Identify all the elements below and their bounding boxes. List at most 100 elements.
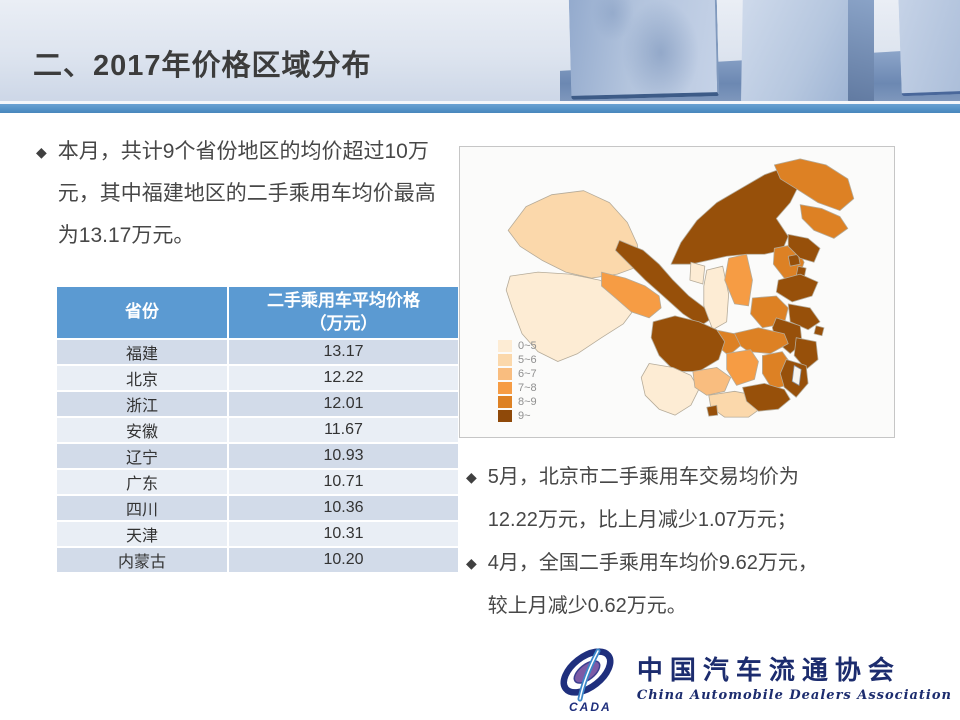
header-gap-line xyxy=(0,101,960,104)
province-cell: 天津 xyxy=(55,520,229,548)
slide-title: 二、2017年价格区域分布 xyxy=(33,50,372,82)
table-header-row: 省份 二手乘用车平均价格 （万元） xyxy=(55,285,460,340)
legend-label: 6~7 xyxy=(518,367,537,380)
table-row: 浙江 12.01 xyxy=(55,390,460,418)
china-map-panel: 0~5 5~6 6~7 7~8 8~9 9~ xyxy=(459,146,895,438)
map-region-zhejiang xyxy=(793,337,819,370)
table-row: 天津 10.31 xyxy=(55,520,460,548)
legend-swatch xyxy=(498,395,512,408)
org-name-cn: 中国汽车流通协会 xyxy=(636,655,901,686)
map-region-jiangsu xyxy=(787,303,821,331)
province-cell: 浙江 xyxy=(55,390,229,418)
header-decoration-cubes xyxy=(560,0,960,101)
header-avg-price: 二手乘用车平均价格 （万元） xyxy=(227,285,460,340)
map-region-gansu xyxy=(615,239,714,327)
header-divider-bar xyxy=(0,104,960,113)
china-choropleth-map xyxy=(505,158,855,418)
summary-text: 本月，共计9个省份地区的均价超过10万 元，其中福建地区的二手乘用车均价最高 为… xyxy=(57,140,436,247)
org-names: 中国汽车流通协会 China Automobile Dealers Associ… xyxy=(637,656,952,703)
province-cell: 四川 xyxy=(55,494,229,522)
map-legend: 0~5 5~6 6~7 7~8 8~9 9~ xyxy=(498,339,537,423)
map-region-taiwan xyxy=(791,365,802,386)
legend-swatch xyxy=(498,339,512,352)
legend-item: 9~ xyxy=(498,409,537,422)
province-cell: 辽宁 xyxy=(55,442,229,470)
map-region-shanxi xyxy=(724,253,753,307)
table-row: 广东 10.71 xyxy=(55,468,460,496)
legend-label: 8~9 xyxy=(518,395,537,408)
map-region-sichuan xyxy=(650,315,726,372)
price-cell: 13.17 xyxy=(227,338,460,366)
table-row: 福建 13.17 xyxy=(55,338,460,366)
legend-item: 7~8 xyxy=(498,381,537,394)
cube-graphic-2 xyxy=(740,0,854,101)
legend-swatch xyxy=(498,353,512,366)
map-region-hunan xyxy=(726,349,759,386)
province-cell: 北京 xyxy=(55,364,229,392)
table-row: 安徽 11.67 xyxy=(55,416,460,444)
price-cell: 12.01 xyxy=(227,390,460,418)
legend-label: 9~ xyxy=(518,409,531,422)
bullet-may-beijing: ◆ 5月，北京市二手乘用车交易均价为 12.22万元，比上月减少1.07万元； xyxy=(466,456,936,542)
province-cell: 广东 xyxy=(55,468,229,496)
province-cell: 内蒙古 xyxy=(55,546,229,574)
diamond-bullet-icon: ◆ xyxy=(466,469,477,485)
price-table: 省份 二手乘用车平均价格 （万元） 福建 13.17 北京 12.22 浙江 12.0… xyxy=(55,285,460,574)
diamond-bullet-icon: ◆ xyxy=(466,555,477,571)
map-region-qinghai xyxy=(601,271,662,319)
map-region-guangdong xyxy=(742,382,791,412)
legend-label: 5~6 xyxy=(518,353,537,366)
legend-item: 5~6 xyxy=(498,353,537,366)
price-cell: 11.67 xyxy=(227,416,460,444)
map-region-tibet xyxy=(505,271,636,362)
map-region-heilongjiang xyxy=(773,158,855,211)
table-row: 北京 12.22 xyxy=(55,364,460,392)
legend-item: 0~5 xyxy=(498,339,537,352)
cada-logo-icon: CADA xyxy=(560,648,614,714)
map-region-shaanxi xyxy=(703,265,730,331)
org-name-en: China Automobile Dealers Association xyxy=(636,687,952,703)
price-cell: 10.36 xyxy=(227,494,460,522)
slide-header: 二、2017年价格区域分布 xyxy=(0,0,960,101)
map-region-guizhou xyxy=(692,367,732,396)
table-row: 四川 10.36 xyxy=(55,494,460,522)
header-province: 省份 xyxy=(55,285,229,340)
map-region-shanghai xyxy=(813,325,825,337)
table-row: 辽宁 10.93 xyxy=(55,442,460,470)
legend-label: 7~8 xyxy=(518,381,537,394)
price-cell: 12.22 xyxy=(227,364,460,392)
legend-label: 0~5 xyxy=(518,339,537,352)
bullet-april-national-text: 4月，全国二手乘用车均价9.62万元， 较上月减少0.62万元。 xyxy=(487,552,818,617)
map-region-hainan xyxy=(706,404,719,417)
map-region-yunnan xyxy=(640,363,700,416)
map-region-ningxia xyxy=(689,261,706,285)
province-cell: 安徽 xyxy=(55,416,229,444)
map-region-beijing xyxy=(787,253,801,267)
price-cell: 10.93 xyxy=(227,442,460,470)
legend-swatch xyxy=(498,409,512,422)
cube-graphic-2-side xyxy=(848,0,874,101)
bullet-may-beijing-text: 5月，北京市二手乘用车交易均价为 12.22万元，比上月减少1.07万元； xyxy=(487,466,799,531)
legend-item: 8~9 xyxy=(498,395,537,408)
cube-graphic-1 xyxy=(568,0,720,100)
table-row: 内蒙古 10.20 xyxy=(55,546,460,574)
map-region-shandong xyxy=(775,273,819,303)
legend-swatch xyxy=(498,367,512,380)
cube-graphic-3 xyxy=(898,0,960,97)
price-cell: 10.71 xyxy=(227,468,460,496)
price-cell: 10.20 xyxy=(227,546,460,574)
footer-logo: CADA 中国汽车流通协会 China Automobile Dealers A… xyxy=(553,644,952,714)
summary-bullet: ◆ 本月，共计9个省份地区的均价超过10万 元，其中福建地区的二手乘用车均价最高… xyxy=(36,131,466,257)
map-region-inner-mongolia xyxy=(670,166,801,265)
province-cell: 福建 xyxy=(55,338,229,366)
bullet-april-national: ◆ 4月，全国二手乘用车均价9.62万元， 较上月减少0.62万元。 xyxy=(466,542,936,628)
map-region-liaoning xyxy=(787,234,821,263)
diamond-bullet-icon: ◆ xyxy=(36,144,47,160)
legend-item: 6~7 xyxy=(498,367,537,380)
cada-acronym: CADA xyxy=(569,700,612,714)
map-region-xinjiang xyxy=(507,190,640,279)
legend-swatch xyxy=(498,381,512,394)
price-cell: 10.31 xyxy=(227,520,460,548)
map-region-jilin xyxy=(799,204,849,239)
